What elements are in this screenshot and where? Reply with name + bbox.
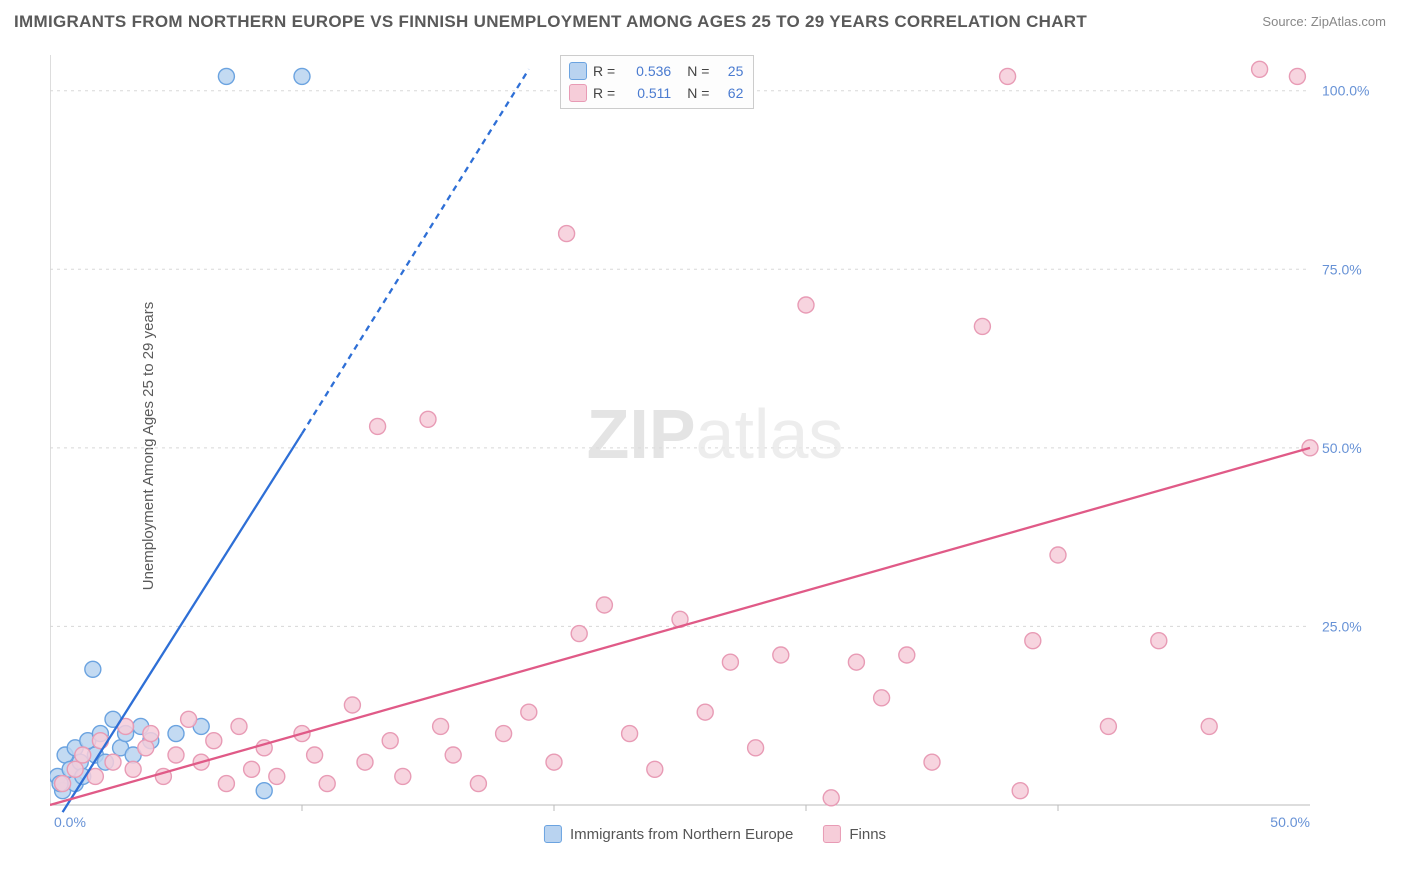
svg-text:25.0%: 25.0%: [1322, 618, 1362, 634]
stat-r-value: 0.511: [621, 85, 671, 101]
chart-title: IMMIGRANTS FROM NORTHERN EUROPE VS FINNI…: [14, 12, 1087, 32]
stat-r-value: 0.536: [621, 63, 671, 79]
chart-svg: 25.0% 50.0% 75.0% 100.0% 0.0% 50.0%: [50, 55, 1380, 845]
legend-item: Immigrants from Northern Europe: [544, 825, 793, 843]
stats-legend-row: R = 0.511 N = 62: [569, 82, 743, 104]
svg-text:75.0%: 75.0%: [1322, 261, 1362, 277]
svg-text:50.0%: 50.0%: [1270, 814, 1310, 830]
stat-n-value: 25: [715, 63, 743, 79]
stat-r-label: R =: [593, 63, 615, 79]
legend-swatch: [569, 62, 587, 80]
svg-text:100.0%: 100.0%: [1322, 83, 1369, 99]
bottom-legend: Immigrants from Northern Europe Finns: [544, 825, 886, 843]
legend-swatch: [544, 825, 562, 843]
legend-item: Finns: [823, 825, 886, 843]
legend-label: Finns: [849, 826, 886, 843]
stats-legend-row: R = 0.536 N = 25: [569, 60, 743, 82]
stat-r-label: R =: [593, 85, 615, 101]
source-credit: Source: ZipAtlas.com: [1262, 14, 1386, 29]
stats-legend: R = 0.536 N = 25 R = 0.511 N = 62: [560, 55, 754, 109]
plot-area: 25.0%50.0%75.0%100.0%0.0%50.0% ZIPatlas …: [50, 55, 1380, 845]
legend-label: Immigrants from Northern Europe: [570, 826, 793, 843]
source-label: Source:: [1262, 14, 1307, 29]
svg-text:50.0%: 50.0%: [1322, 440, 1362, 456]
stat-n-label: N =: [687, 85, 709, 101]
legend-swatch: [569, 84, 587, 102]
svg-text:0.0%: 0.0%: [54, 814, 86, 830]
stat-n-value: 62: [715, 85, 743, 101]
source-name: ZipAtlas.com: [1311, 14, 1386, 29]
legend-swatch: [823, 825, 841, 843]
stat-n-label: N =: [687, 63, 709, 79]
